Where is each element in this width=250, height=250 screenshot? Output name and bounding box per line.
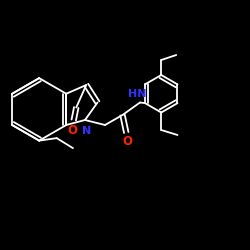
Text: HN: HN xyxy=(128,89,147,99)
Text: N: N xyxy=(82,126,91,136)
Text: O: O xyxy=(68,124,78,137)
Text: O: O xyxy=(122,135,132,148)
